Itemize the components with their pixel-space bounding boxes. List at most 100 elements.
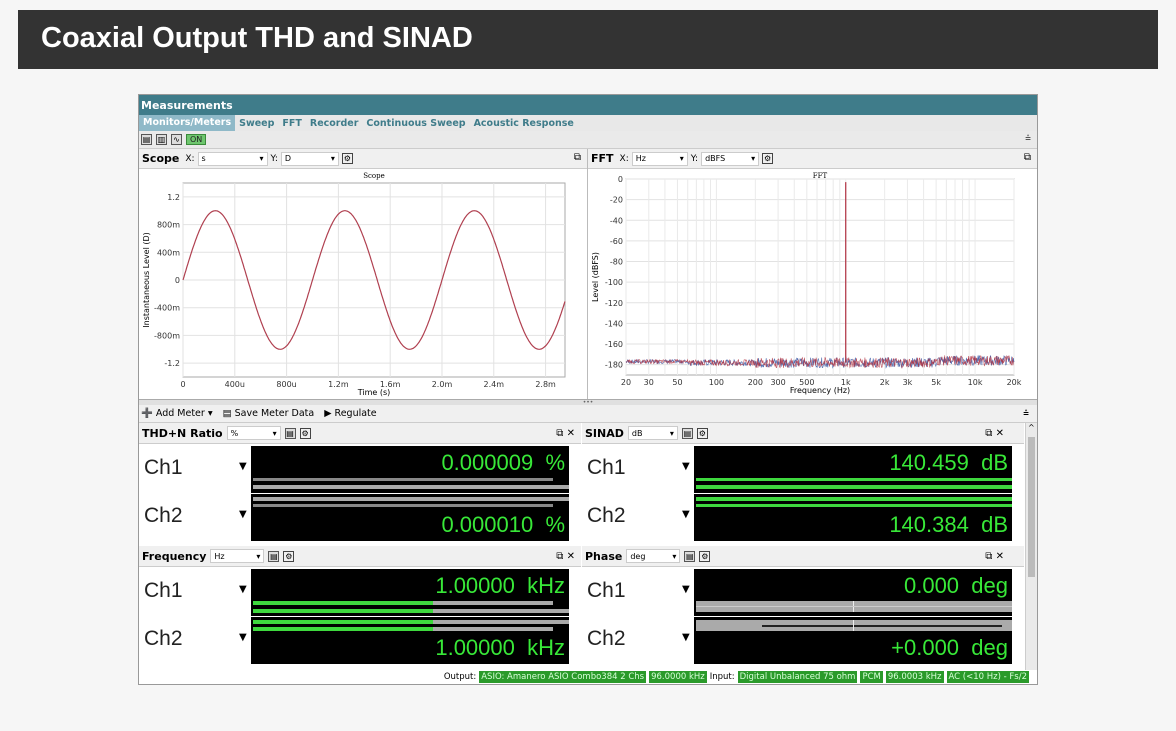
input-rate[interactable]: 96.0003 kHz (885, 671, 944, 683)
popout-icon[interactable]: ⧉ (985, 550, 993, 562)
scroll-up-icon[interactable]: ^ (1028, 423, 1035, 432)
input-filter[interactable]: AC (<10 Hz) - Fs/2 (946, 671, 1029, 683)
channel-dropdown-icon[interactable]: ▼ (682, 461, 690, 472)
output-device[interactable]: ASIO: Amanero ASIO Combo384 2 Chs (479, 671, 647, 683)
collapse-icon[interactable]: ⩮ (1023, 408, 1029, 419)
plot-area (625, 178, 1015, 376)
meter-display-icon[interactable]: ▤ (284, 427, 296, 439)
close-icon[interactable]: ✕ (995, 550, 1004, 562)
scope-x-unit-select[interactable]: s ▾ (197, 151, 268, 166)
output-rate[interactable]: 96.0000 kHz (649, 671, 707, 683)
meter-window-controls: ⧉ ✕ (985, 551, 1004, 562)
gear-icon[interactable]: ⚙ (341, 153, 353, 164)
save-icon[interactable]: ▤ (141, 134, 152, 145)
channel-dropdown-icon[interactable]: ▼ (239, 509, 247, 520)
meter-display-icon[interactable]: ▤ (681, 427, 693, 439)
scope-chart: Scope 1.2 800m 400m 0 -400m -800m -1.2 0 400u 800u… (142, 172, 566, 397)
frequency-ch2-display: 1.00000 kHz (251, 617, 569, 664)
meter-window-controls: ⧉ ✕ (556, 551, 575, 562)
level-bar-track (253, 504, 553, 507)
gear-icon[interactable]: ⚙ (696, 427, 708, 439)
tab-bar: Monitors/Meters Sweep FFT Recorder Conti… (139, 115, 1037, 131)
unit-text: deg (971, 635, 1008, 660)
meter-display-icon[interactable]: ▤ (684, 550, 696, 562)
frequency-ch1-row: Ch1 ▼ 1.00000 kHz (139, 569, 581, 616)
channel-dropdown-icon[interactable]: ▼ (682, 584, 690, 595)
sinad-unit-select[interactable]: dB ▾ (627, 426, 678, 440)
regulate-button[interactable]: ▶ Regulate (324, 408, 376, 419)
gear-icon[interactable]: ⚙ (699, 550, 711, 562)
sinad-ch2-row: Ch2 ▼ 140.384 dB (582, 494, 1024, 541)
unit-text: kHz (527, 573, 565, 598)
channel-dropdown-icon[interactable]: ▼ (682, 632, 690, 643)
thd-ch2-display: 0.000010 % (251, 494, 569, 541)
thd-unit-select[interactable]: % ▾ (226, 426, 281, 440)
fft-y-unit-select[interactable]: dBFS ▾ (701, 151, 760, 166)
generator-on-toggle[interactable]: ON (186, 134, 207, 145)
level-bar-track (253, 497, 569, 501)
x-tick-label: 3k (903, 378, 913, 387)
scope-waveform (182, 210, 566, 350)
channel-dropdown-icon[interactable]: ▼ (239, 584, 247, 595)
y-tick-label: -60 (610, 237, 623, 246)
unit-text: deg (971, 573, 1008, 598)
y-tick-label: -400m (154, 304, 180, 313)
level-bar-fill (696, 504, 1012, 507)
sinad-unit: dB (631, 428, 643, 438)
popout-icon[interactable]: ⧉ (573, 152, 581, 163)
panel-splitter[interactable]: ••• (139, 399, 1037, 406)
tab-acoustic-response[interactable]: Acoustic Response (473, 117, 574, 129)
channel-label: Ch2 (587, 627, 626, 650)
chevron-down-icon: ▾ (272, 428, 277, 438)
scrollbar-thumb[interactable] (1028, 437, 1035, 577)
channel-dropdown-icon[interactable]: ▼ (682, 509, 690, 520)
tab-monitors-meters[interactable]: Monitors/Meters (139, 115, 236, 131)
meter-display-icon[interactable]: ▤ (268, 550, 280, 562)
chart-icon[interactable]: ▥ (156, 134, 167, 145)
phase-unit-select[interactable]: deg ▾ (626, 549, 681, 563)
x-tick-label: 300 (770, 378, 785, 387)
chevron-down-icon: ▾ (330, 154, 335, 163)
close-icon[interactable]: ✕ (566, 427, 575, 439)
channel-dropdown-icon[interactable]: ▼ (239, 632, 247, 643)
input-format[interactable]: PCM (860, 671, 883, 683)
thd-ch2-value: 0.000010 % (441, 512, 565, 538)
x-tick-label: 1.6m (380, 380, 401, 389)
popout-icon[interactable]: ⧉ (556, 550, 564, 562)
popout-icon[interactable]: ⧉ (1023, 152, 1031, 163)
collapse-icon[interactable]: ⩮ (1025, 133, 1031, 144)
fft-header: FFT X: Hz ▾ Y: dBFS ▾ ⚙ ⧉ (588, 149, 1037, 169)
tab-continuous-sweep[interactable]: Continuous Sweep (366, 117, 466, 129)
y-tick-label: -1.2 (164, 359, 180, 368)
meters-area: THD+N Ratio % ▾ ▤ ⚙ ⧉ ✕ Ch1 ▼ 0.000009 % … (139, 423, 1037, 679)
frequency-unit-select[interactable]: Hz ▾ (210, 549, 265, 563)
tab-fft[interactable]: FFT (282, 117, 302, 129)
fft-x-unit-select[interactable]: Hz ▾ (631, 151, 688, 166)
thd-meter: THD+N Ratio % ▾ ▤ ⚙ ⧉ ✕ Ch1 ▼ 0.000009 % … (139, 423, 581, 545)
meters-scrollbar[interactable]: ^ v (1025, 423, 1037, 679)
gear-icon[interactable]: ⚙ (762, 153, 774, 164)
level-bar-fill (253, 601, 433, 605)
channel-dropdown-icon[interactable]: ▼ (239, 461, 247, 472)
fft-x-unit: Hz (635, 154, 646, 163)
close-icon[interactable]: ✕ (566, 550, 575, 562)
y-axis-label: Level (dBFS) (591, 252, 600, 302)
gear-icon[interactable]: ⚙ (299, 427, 311, 439)
popout-icon[interactable]: ⧉ (556, 427, 564, 439)
x-tick-label: 1.2m (328, 380, 349, 389)
center-marker (853, 620, 854, 631)
gear-icon[interactable]: ⚙ (283, 550, 295, 562)
monitor-toolbar: ▤ ▥ ∿ ON ⩮ (139, 131, 1037, 149)
add-meter-button[interactable]: ➕ Add Meter ▾ (141, 408, 213, 419)
sinad-meter: SINAD dB ▾ ▤ ⚙ ⧉ ✕ Ch1 ▼ 140.459 dB Ch2 ▼ (582, 423, 1024, 545)
close-icon[interactable]: ✕ (995, 427, 1004, 439)
popout-icon[interactable]: ⧉ (985, 427, 993, 439)
tab-sweep[interactable]: Sweep (239, 117, 275, 129)
scope-y-unit-select[interactable]: D ▾ (280, 151, 339, 166)
save-meter-data-button[interactable]: ▤ Save Meter Data (223, 408, 315, 419)
input-device[interactable]: Digital Unbalanced 75 ohm (737, 671, 858, 683)
scope-panel: Scope X: s ▾ Y: D ▾ ⚙ ⧉ Scope 1.2 800m 400m 0-… (139, 149, 588, 399)
app-title: Measurements (139, 95, 1037, 115)
tab-recorder[interactable]: Recorder (309, 117, 359, 129)
waveform-icon[interactable]: ∿ (171, 134, 182, 145)
